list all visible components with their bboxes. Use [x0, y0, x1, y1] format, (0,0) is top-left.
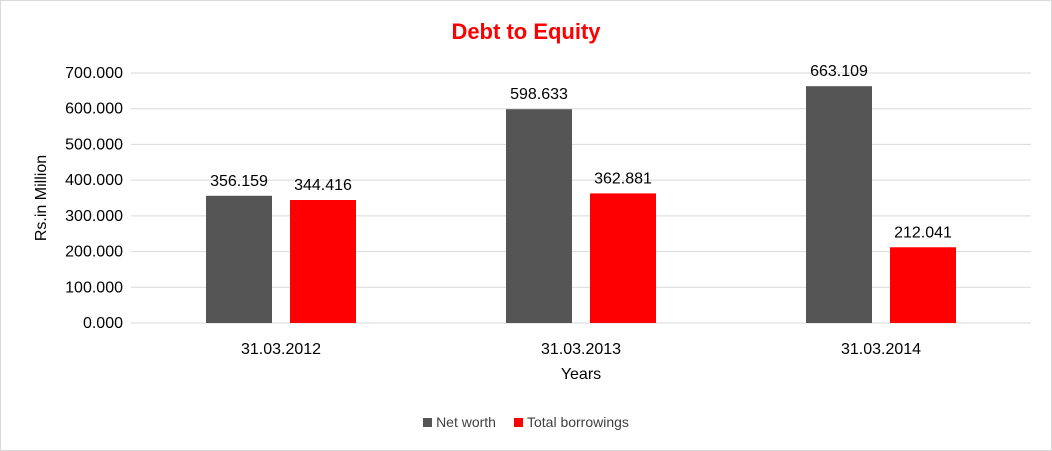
x-tick-label: 31.03.2012: [241, 341, 321, 358]
data-label: 362.881: [594, 170, 652, 187]
legend-label: Net worth: [436, 414, 496, 430]
y-tick-label: 100.000: [65, 279, 123, 296]
bar-net-worth: [206, 195, 272, 323]
data-label: 356.159: [210, 173, 268, 190]
bar-total-borrowings: [290, 199, 356, 323]
y-tick-label: 300.000: [65, 208, 123, 225]
y-tick-label: 500.000: [65, 136, 123, 153]
legend-swatch: [423, 417, 433, 427]
y-tick-label: 200.000: [65, 244, 123, 261]
x-axis-label: Years: [561, 366, 601, 383]
chart-title: Debt to Equity: [451, 19, 601, 44]
y-tick-label: 400.000: [65, 172, 123, 189]
legend-swatch: [513, 417, 523, 427]
data-label: 598.633: [510, 86, 568, 103]
legend-item-net-worth: Net worth: [423, 414, 496, 430]
legend: Net worth Total borrowings: [1, 414, 1051, 430]
legend-item-total-borrowings: Total borrowings: [513, 414, 629, 430]
y-tick-label: 700.000: [65, 65, 123, 82]
x-tick-label: 31.03.2013: [541, 341, 621, 358]
data-label: 212.041: [894, 224, 952, 241]
y-tick-label: 0.000: [83, 315, 123, 332]
bar-net-worth: [806, 86, 872, 323]
data-label: 344.416: [294, 177, 352, 194]
y-tick-label: 600.000: [65, 101, 123, 118]
data-label: 663.109: [810, 63, 868, 80]
bar-total-borrowings: [890, 247, 956, 323]
y-axis-label: Rs.in Million: [33, 155, 50, 241]
bar-net-worth: [506, 109, 572, 323]
x-tick-label: 31.03.2014: [841, 341, 921, 358]
legend-label: Total borrowings: [526, 414, 629, 430]
bar-total-borrowings: [590, 193, 656, 323]
